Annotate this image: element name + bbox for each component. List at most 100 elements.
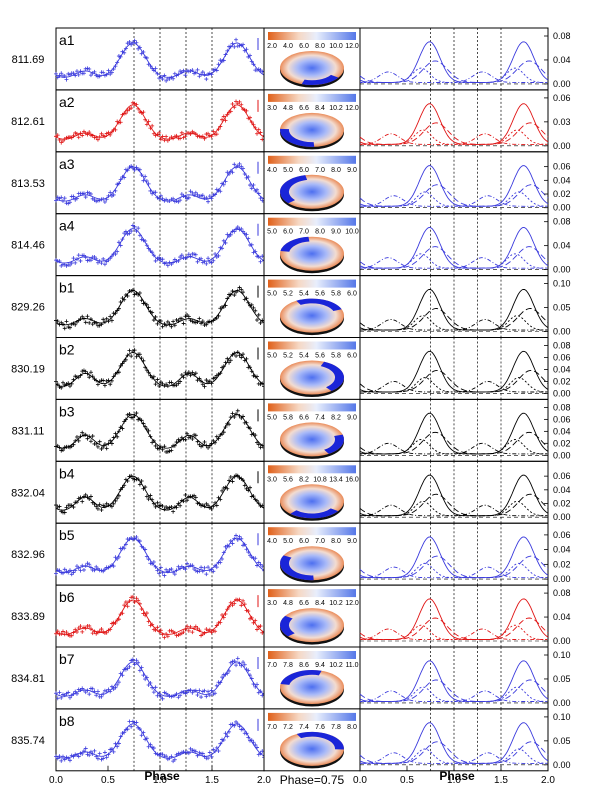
data-point: [101, 569, 106, 574]
data-point: [256, 312, 261, 317]
panel-label: b3: [59, 403, 75, 419]
data-point: [211, 692, 216, 697]
epoch-label: 833.89: [11, 611, 45, 623]
colorbar-tick-label: 10.2: [329, 105, 343, 112]
data-point: [242, 483, 247, 488]
data-point: [76, 253, 81, 258]
light-curve-panel-b6: b6 833.89: [11, 584, 266, 648]
data-point: [54, 503, 58, 508]
data-point: [115, 682, 120, 687]
data-point: [87, 623, 92, 628]
data-point: [249, 186, 254, 191]
data-point: [190, 190, 195, 195]
data-point: [193, 252, 198, 257]
data-point: [192, 432, 197, 437]
data-point: [73, 260, 78, 265]
data-point: [165, 449, 170, 454]
data-point: [130, 100, 135, 105]
data-point: [83, 369, 88, 374]
bottom-axes: 0.0 0.5 1.0 1.5 2.0 0.0 0.5 1.0 1.5 2.0: [49, 765, 555, 786]
data-point: [171, 319, 176, 324]
data-point: [54, 571, 58, 576]
colorbar-tick-label: 8.4: [315, 600, 325, 607]
model-panel-a1: 0.08 0.04 0.00: [359, 27, 571, 91]
data-point: [186, 252, 191, 257]
data-point: [64, 77, 69, 82]
data-point: [164, 78, 169, 83]
data-point: [109, 70, 114, 75]
colorbar-tick-label: 6.6: [299, 600, 309, 607]
data-point: [185, 498, 190, 503]
colorbar-tick-label: 6.0: [299, 43, 309, 50]
data-point: [80, 563, 85, 568]
data-point: [111, 749, 116, 754]
panel-label: b7: [59, 651, 75, 667]
data-point: [104, 131, 109, 136]
light-curve-panel-b5: b5 832.96: [11, 522, 266, 586]
data-point: [155, 625, 160, 630]
data-point: [193, 320, 198, 325]
data-point: [83, 492, 88, 497]
data-point: [165, 634, 170, 639]
data-point: [255, 682, 260, 687]
colorbar-tick-label: 10.2: [329, 600, 343, 607]
data-point: [202, 688, 207, 693]
data-point: [139, 237, 144, 242]
data-point: [80, 369, 85, 374]
y-tick-label: 0.06: [553, 162, 571, 172]
model-curve-total: [359, 165, 549, 207]
colorbar-tick-label: 4.0: [267, 167, 277, 174]
data-point: [83, 66, 88, 71]
data-point: [108, 314, 113, 319]
data-point: [85, 752, 90, 757]
data-point: [88, 370, 93, 375]
data-point: [165, 319, 170, 324]
data-point: [195, 693, 200, 698]
data-point: [199, 565, 204, 570]
colorbar-tick-label: 7.4: [315, 414, 325, 421]
data-point: [232, 293, 237, 298]
data-point: [87, 375, 92, 380]
y-tick-label: 0.06: [553, 414, 571, 424]
data-point: [134, 596, 139, 601]
data-point: [160, 447, 165, 452]
data-point: [123, 111, 128, 116]
epoch-label: 813.53: [11, 178, 45, 190]
data-point: [213, 251, 218, 256]
disk-panel-a2: 3.0 4.8 6.6 8.4 10.2 12.0: [263, 89, 361, 153]
data-point: [160, 257, 165, 262]
y-tick-label: 0.02: [553, 376, 571, 386]
colorbar-tick-label: 3.0: [267, 105, 277, 112]
data-point: [214, 503, 219, 508]
panel-label: a4: [59, 218, 75, 234]
data-point: [230, 479, 235, 484]
model-curve-component-dashed: [359, 369, 549, 393]
data-point: [228, 358, 233, 363]
data-point: [183, 134, 188, 139]
data-point: [206, 565, 211, 570]
data-point: [81, 71, 86, 76]
epoch-label: 830.19: [11, 363, 45, 375]
data-point: [116, 680, 121, 685]
data-point: [66, 71, 71, 76]
data-point: [134, 720, 139, 725]
data-point: [235, 408, 240, 413]
data-point: [83, 195, 88, 200]
colorbar-tick-label: 5.0: [267, 229, 277, 236]
data-point: [109, 621, 114, 626]
data-point: [134, 411, 139, 416]
data-point: [237, 534, 242, 539]
light-curve-panel-a3: a3 813.53: [11, 151, 266, 215]
colorbar: [268, 341, 356, 350]
data-point: [214, 565, 219, 570]
data-point: [127, 719, 132, 724]
x-tick-label-right: 0.5: [400, 775, 414, 786]
data-point: [246, 668, 251, 673]
data-point: [146, 683, 151, 688]
data-point: [241, 660, 246, 665]
y-tick-label: 0.00: [553, 636, 571, 646]
data-point: [155, 500, 160, 505]
data-point: [160, 324, 165, 329]
data-point: [199, 695, 204, 700]
